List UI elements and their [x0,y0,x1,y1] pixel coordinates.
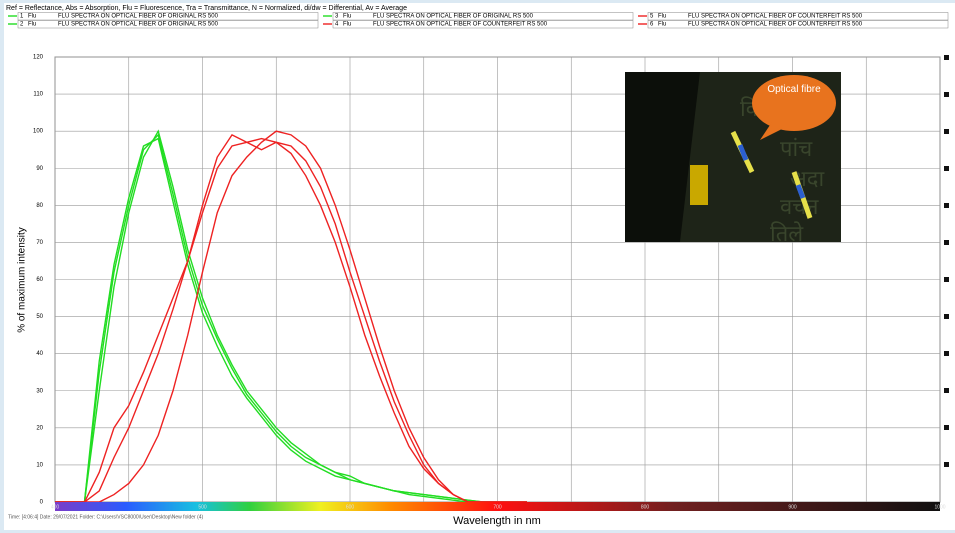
legend-box [332,20,634,29]
legend-mode: Flu [343,22,351,28]
footer: Time: [4:06:4] Date: 29/07/2021 Folder: … [8,514,204,520]
x-tick-label: 600 [346,504,355,510]
legend-name: FLU SPECTRA ON OPTICAL FIBER OF ORIGINAL… [58,14,219,20]
y-axis-label: % of maximum intensity [17,227,28,333]
labels: 0 10 20 30 40 50 60 70 80 90 100 110 120 400 500 600 700… [33,55,946,511]
legend-id: 1 [20,14,24,20]
y-tick-label: 90 [36,166,43,172]
y-tick-label: 110 [33,92,43,98]
x-tick-label: 500 [198,504,207,510]
y-tick-label: 10 [36,462,43,468]
legend-box [17,12,319,21]
x-axis-label: Wavelength in nm [453,515,541,527]
series-line [55,130,527,503]
x-tick-label: 800 [641,504,650,510]
x-tick-label: 1000 [934,504,945,510]
legend-mode: Flu [658,22,666,28]
legend-mode: Flu [343,14,351,20]
legend-id: 2 [20,22,24,28]
x-tick-label: 700 [493,504,502,510]
lines [55,129,527,503]
y-tick-label: 60 [36,277,43,283]
y-tick-label: 40 [36,351,43,357]
x-tick-label: 400 [51,504,60,510]
header: Ref = Reflectance, Abs = Absorption, Flu… [6,5,407,12]
legend-id: 5 [650,14,654,20]
legend: 1 Flu FLU SPECTRA ON OPTICAL FIBER OF ORIG… [8,12,949,29]
x-tick-label: 900 [788,504,797,510]
y-tick-label: 120 [33,55,44,61]
y-tick-label: 100 [33,129,44,135]
legend-box [17,20,319,29]
series-line [55,129,527,503]
legend-id: 6 [650,22,654,28]
legend-box [647,20,949,29]
legend-mode: Flu [28,14,36,20]
svg-text:तिले: तिले [770,221,804,246]
legend-box [647,12,949,21]
inset-photo: कि पांच अदा वचन तिले [625,72,841,246]
y-tick-label: 80 [36,203,43,209]
y-tick-label: 30 [36,388,43,394]
inset-callout: Optical fibre [767,84,821,95]
series-line [55,133,527,503]
y-tick-label: 0 [40,500,44,506]
legend-box [332,12,634,21]
legend-mode: Flu [28,22,36,28]
legend-mode: Flu [658,14,666,20]
legend-name: FLU SPECTRA ON OPTICAL FIBER OF ORIGINAL… [58,22,219,28]
legend-name: FLU SPECTRA ON OPTICAL FIBER OF COUNTERF… [688,14,863,20]
legend-name: FLU SPECTRA ON OPTICAL FIBER OF ORIGINAL… [373,14,534,20]
legend-id: 3 [335,14,339,20]
legend-name: FLU SPECTRA ON OPTICAL FIBER OF COUNTERF… [373,22,548,28]
legend-name: FLU SPECTRA ON OPTICAL FIBER OF COUNTERF… [688,22,863,28]
y-tick-label: 20 [36,425,43,431]
svg-text:वचन: वचन [780,194,819,219]
right-markers [944,55,949,467]
svg-text:पांच: पांच [780,136,813,161]
y-tick-label: 70 [36,240,43,246]
legend-id: 4 [335,22,339,28]
spectrum-bar [55,502,940,511]
y-tick-label: 50 [36,314,43,320]
series-line [55,137,527,503]
